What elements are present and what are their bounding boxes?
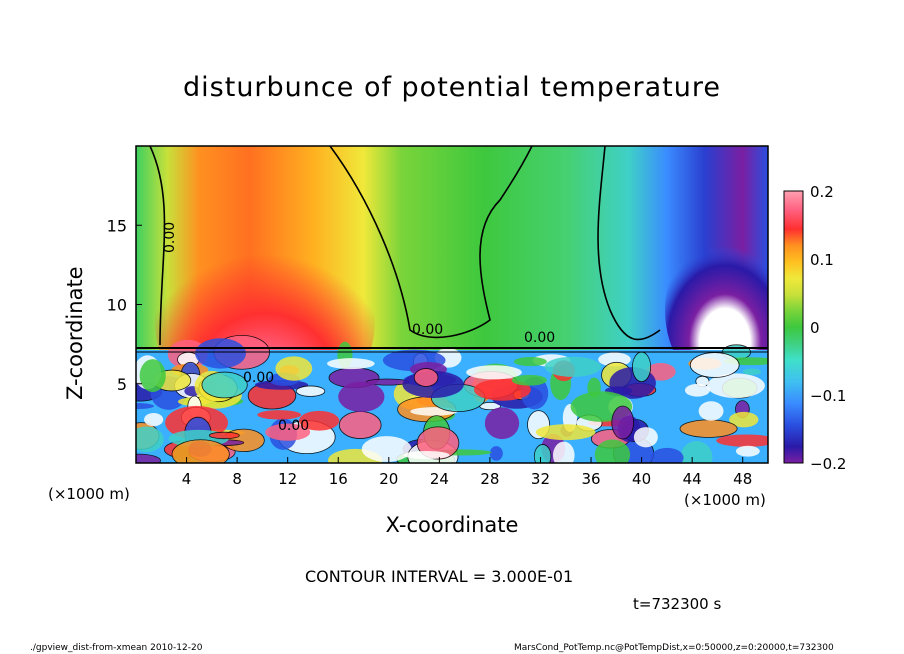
x-tick-label: 48	[733, 470, 752, 488]
turbulence-blob	[706, 373, 765, 399]
turbulence-blob	[632, 351, 652, 383]
colorbar-tick-label: −0.2	[810, 455, 846, 473]
y-tick-label: 10	[107, 296, 127, 315]
boundary-layer-blobs	[136, 335, 768, 463]
turbulence-blob	[511, 374, 547, 386]
turbulence-blob	[136, 453, 161, 463]
x-tick-label: 16	[329, 470, 348, 488]
turbulence-blob	[413, 368, 439, 387]
colorbar-ticks: 0.2 0.1 0 −0.1 −0.2	[810, 183, 846, 473]
turbulence-blob	[552, 441, 575, 463]
x-tick-label: 12	[278, 470, 297, 488]
zero-contour-left	[149, 146, 166, 346]
x-tick-label: 20	[379, 470, 398, 488]
turbulence-blob	[136, 426, 164, 453]
contour-label-5: 0.00	[278, 418, 310, 434]
contour-label-3: 0.00	[524, 330, 556, 346]
turbulence-blob	[144, 412, 164, 427]
x-tick-label: 24	[430, 470, 449, 488]
y-tick-label: 5	[117, 375, 127, 394]
turbulence-blob	[484, 407, 520, 440]
turbulence-blob	[208, 431, 240, 440]
turbulence-blob	[689, 352, 740, 378]
turbulence-blob	[489, 446, 503, 461]
turbulence-blob	[136, 403, 155, 410]
turbulence-blob	[544, 356, 602, 377]
turbulence-blob	[361, 436, 412, 462]
turbulence-blob	[533, 444, 552, 463]
turbulence-blob	[513, 357, 547, 367]
turbulence-blob	[466, 365, 522, 380]
x-ticks: 4 8 12 16 20 24 28 32 36 40 44 48	[182, 457, 752, 488]
y-ticks: 5 10 15	[107, 216, 142, 394]
turbulence-blob	[139, 359, 166, 393]
x-tick-label: 40	[632, 470, 651, 488]
x-tick-label: 4	[182, 470, 192, 488]
turbulence-blob	[338, 381, 385, 413]
turbulence-blob	[594, 439, 631, 463]
zero-contour-right	[597, 146, 661, 341]
colorbar	[783, 190, 804, 464]
turbulence-blob	[611, 405, 634, 440]
contour-label-1: 0.00	[162, 221, 178, 253]
turbulence-blob	[680, 440, 713, 463]
zero-contour-mid	[329, 146, 533, 339]
turbulence-blob	[535, 424, 596, 441]
turbulence-blob	[403, 450, 450, 460]
turbulence-blob	[684, 383, 710, 397]
x-tick-label: 44	[683, 470, 702, 488]
x-unit-left: (×1000 m)	[48, 485, 130, 503]
turbulence-blob	[265, 423, 311, 441]
x-tick-label: 8	[232, 470, 242, 488]
y-axis-label: Z-coordinate	[63, 266, 87, 400]
x-tick-label: 32	[531, 470, 550, 488]
x-tick-label: 36	[581, 470, 600, 488]
x-tick-label: 28	[480, 470, 499, 488]
chart-title: disturbunce of potential temperature	[183, 72, 721, 103]
turbulence-blob	[257, 410, 302, 420]
footer-right: MarsCond_PotTemp.nc@PotTempDist,x=0:5000…	[514, 643, 834, 653]
turbulence-blob	[171, 439, 230, 463]
turbulence-blob	[598, 352, 631, 367]
turbulence-blob	[742, 368, 762, 375]
turbulence-blob	[698, 401, 724, 421]
turbulence-blob	[201, 371, 248, 399]
turbulence-blob	[326, 358, 375, 370]
turbulence-blob	[650, 447, 684, 463]
colorbar-tick-label: 0.1	[810, 251, 834, 269]
x-unit-right: (×1000 m)	[684, 491, 766, 509]
turbulence-blob	[735, 445, 760, 457]
contour-label-2: 0.00	[412, 322, 444, 338]
footer-left: ./gpview_dist-from-xmean 2010-12-20	[30, 643, 203, 653]
turbulence-blob	[275, 356, 313, 381]
turbulence-blob	[338, 411, 382, 439]
turbulence-blob	[195, 338, 246, 369]
contour-interval: CONTOUR INTERVAL = 3.000E-01	[305, 567, 574, 586]
colorbar-tick-label: 0.2	[810, 183, 834, 201]
y-tick-label: 15	[107, 216, 127, 235]
turbulence-blob	[716, 434, 768, 447]
turbulence-blob	[633, 427, 658, 448]
turbulence-blob	[729, 411, 759, 428]
x-axis-label: X-coordinate	[385, 513, 519, 537]
contour-label-4: 0.00	[243, 370, 275, 386]
colorbar-tick-label: −0.1	[810, 387, 846, 405]
turbulence-blob	[679, 419, 738, 438]
turbulence-blob	[474, 378, 531, 401]
turbulence-blob	[295, 385, 326, 397]
time-stamp: t=732300 s	[633, 595, 722, 613]
turbulence-blob	[298, 410, 340, 431]
colorbar-tick-label: 0	[810, 319, 820, 337]
